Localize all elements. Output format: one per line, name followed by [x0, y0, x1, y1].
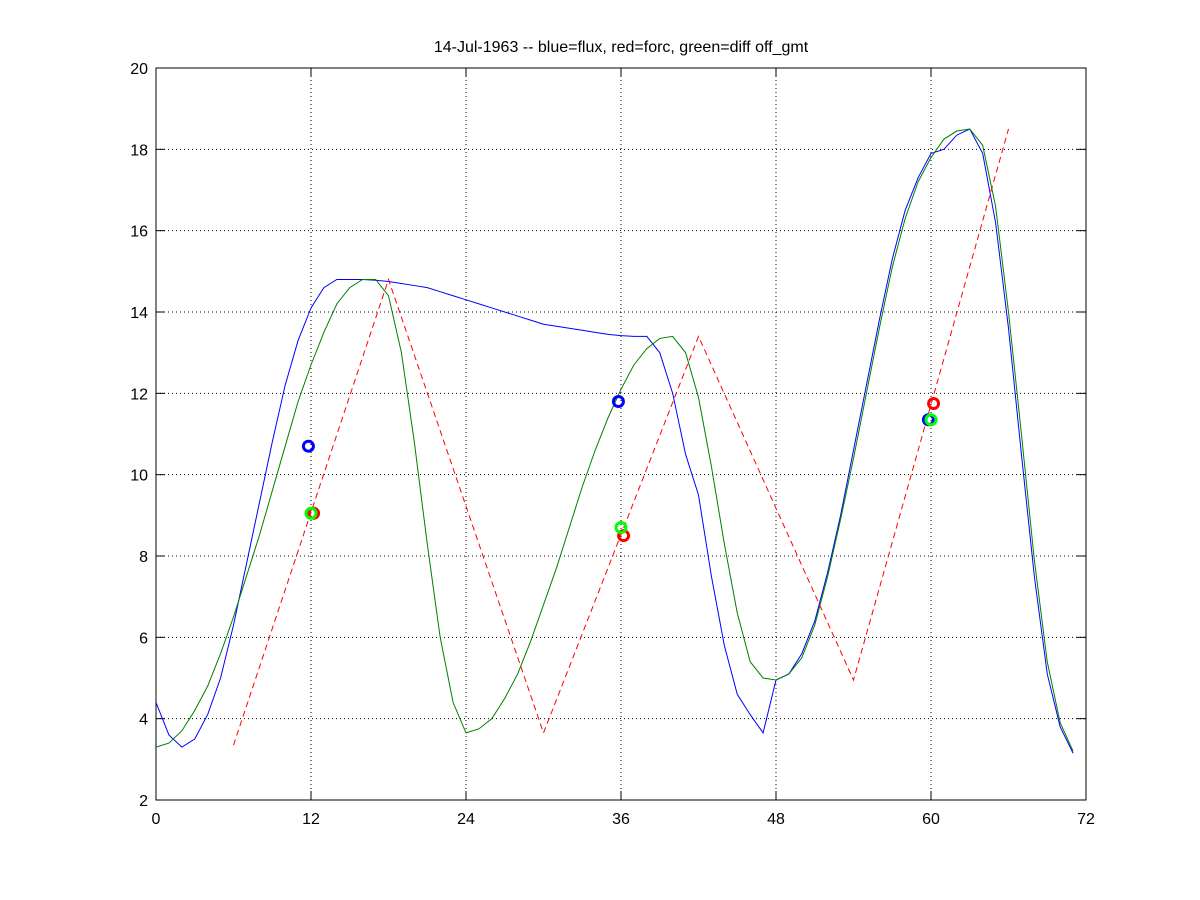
y-tick-label: 12 [130, 386, 148, 403]
x-tick-label: 36 [612, 811, 630, 828]
data-point [924, 413, 938, 427]
data-point [611, 394, 625, 408]
data-point [614, 521, 628, 535]
data-point [927, 397, 941, 410]
x-tick-label: 24 [457, 811, 475, 828]
y-tick-label: 4 [139, 712, 148, 729]
y-tick-label: 6 [139, 630, 148, 647]
data-point [304, 506, 318, 520]
y-tick-label: 8 [139, 549, 148, 566]
x-tick-label: 72 [1077, 811, 1095, 828]
data-line [155, 128, 1074, 754]
plot-area [156, 68, 1086, 800]
axes-box [155, 67, 1087, 801]
y-tick-label: 10 [130, 468, 148, 485]
y-tick-label: 16 [130, 224, 148, 241]
x-tick-label: 48 [767, 811, 785, 828]
x-tick-label: 0 [152, 811, 161, 828]
y-tick-label: 20 [130, 61, 148, 78]
chart-title: 14-Jul-1963 -- blue=flux, red=forc, gree… [434, 39, 809, 56]
data-point [301, 439, 315, 453]
y-tick-label: 2 [139, 793, 148, 810]
x-tick-label: 12 [302, 811, 320, 828]
x-tick-label: 60 [922, 811, 940, 828]
data-line [233, 128, 1009, 746]
y-tick-label: 14 [130, 305, 148, 322]
y-tick-label: 18 [130, 142, 148, 159]
